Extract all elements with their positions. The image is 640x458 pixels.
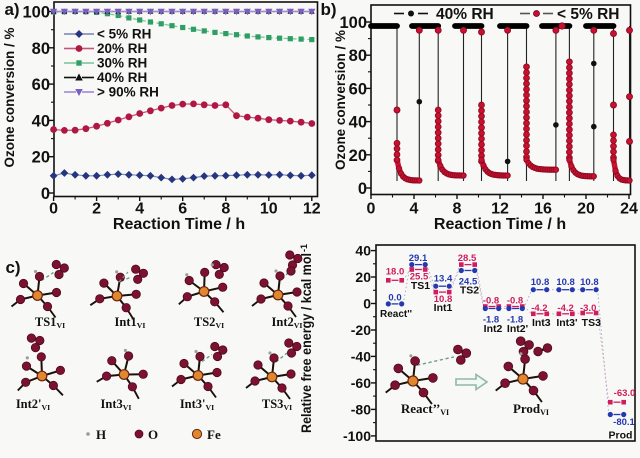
svg-text:8: 8 [453,201,462,218]
svg-text:16: 16 [534,201,552,218]
svg-text:18.0: 18.0 [386,267,405,278]
svg-text:Int2': Int2' [507,323,528,335]
svg-text:0: 0 [49,201,58,218]
svg-text:10.8: 10.8 [556,277,575,288]
svg-text:40% RH: 40% RH [436,6,494,23]
svg-text:Int1: Int1 [434,302,453,314]
svg-text:-100: -100 [343,428,371,444]
svg-text:30% RH: 30% RH [97,56,147,71]
svg-text:60: 60 [32,76,50,94]
svg-text:40: 40 [349,114,367,132]
svg-text:10.8: 10.8 [434,294,453,305]
svg-text:6: 6 [178,201,187,218]
svg-text:a): a) [4,0,19,19]
svg-text:2: 2 [92,201,101,218]
svg-text:-40: -40 [351,348,371,364]
svg-text:React’’VI: React’’VI [401,401,449,417]
svg-text:40: 40 [32,112,50,130]
svg-text:20: 20 [577,201,595,218]
svg-text:Relative free energy / kcal mo: Relative free energy / kcal mol [299,253,314,433]
svg-text:0: 0 [358,180,367,198]
svg-text:24.5: 24.5 [459,276,478,287]
svg-text:-1.8: -1.8 [507,315,523,326]
svg-text:10.8: 10.8 [531,277,550,288]
svg-text:60: 60 [349,80,367,98]
svg-text:O: O [148,427,158,442]
svg-text:4: 4 [410,201,419,218]
svg-text:0: 0 [367,201,376,218]
svg-text:> 90% RH: > 90% RH [97,85,159,100]
svg-text:25.5: 25.5 [410,271,429,282]
svg-text:29.1: 29.1 [409,253,428,264]
svg-text:0: 0 [41,185,50,203]
svg-text:-1: -1 [299,244,309,252]
svg-text:8: 8 [221,201,230,218]
svg-text:Int2: Int2 [484,323,503,335]
svg-text:20: 20 [32,149,50,167]
svg-text:10.8: 10.8 [580,277,599,288]
svg-text:-3.0: -3.0 [580,303,596,314]
svg-text:TS3: TS3 [582,317,601,329]
svg-text:80: 80 [349,47,367,65]
svg-text:-0.8: -0.8 [507,295,523,306]
svg-text:40% RH: 40% RH [97,70,147,85]
svg-text:-63.0: -63.0 [614,388,636,399]
svg-text:Prod: Prod [609,430,633,442]
svg-text:-80.1: -80.1 [613,417,635,428]
svg-text:0: 0 [363,296,371,312]
svg-text:80: 80 [32,40,50,58]
svg-text:ProdVI: ProdVI [513,401,549,417]
svg-text:Reaction Time / h: Reaction Time / h [113,216,245,233]
svg-text:React'': React'' [380,309,412,320]
svg-text:10: 10 [260,201,278,218]
svg-text:< 5% RH: < 5% RH [557,6,619,23]
svg-text:12: 12 [303,201,321,218]
svg-text:40: 40 [355,243,371,259]
svg-text:20: 20 [355,269,371,285]
svg-text:4: 4 [135,201,144,218]
svg-text:-4.2: -4.2 [531,303,547,314]
svg-text:Reaction Time / h: Reaction Time / h [434,216,566,233]
svg-text:-4.2: -4.2 [557,303,573,314]
svg-text:100: 100 [22,4,50,22]
svg-text:13.4: 13.4 [434,273,453,284]
svg-text:24: 24 [620,201,638,218]
svg-text:Int3': Int3' [556,317,577,329]
svg-text:0.0: 0.0 [388,293,401,304]
svg-text:100: 100 [339,14,367,32]
svg-text:TS1: TS1 [411,280,430,292]
svg-text:28.5: 28.5 [458,253,477,264]
svg-text:TS2: TS2 [460,285,479,297]
svg-text:Ozone conversion / %: Ozone conversion / % [1,27,17,168]
svg-text:< 5% RH: < 5% RH [97,27,151,42]
svg-text:Ozone conversion / %: Ozone conversion / % [332,29,348,170]
svg-text:-20: -20 [351,322,371,338]
svg-text:20% RH: 20% RH [97,41,147,56]
svg-text:c): c) [5,258,20,277]
svg-text:-60: -60 [351,375,371,391]
svg-text:b): b) [320,0,336,19]
svg-text:H: H [96,427,106,442]
svg-text:12: 12 [491,201,509,218]
svg-text:-1.8: -1.8 [483,315,499,326]
svg-text:Int3: Int3 [532,317,551,329]
svg-text:Fe: Fe [207,427,221,442]
svg-text:20: 20 [349,147,367,165]
svg-text:-0.8: -0.8 [483,295,499,306]
svg-text:-80: -80 [351,401,371,417]
